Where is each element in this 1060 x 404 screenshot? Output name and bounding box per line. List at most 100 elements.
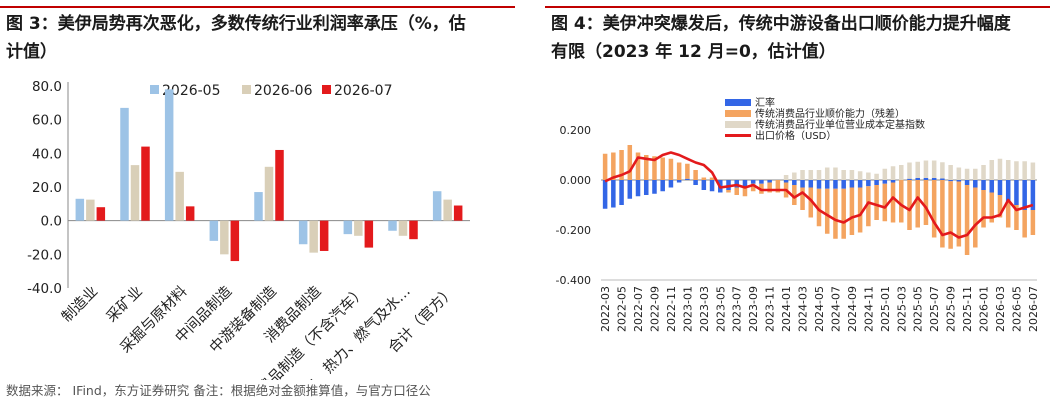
bar <box>619 150 624 180</box>
x-tick-label: 2022-03 <box>599 286 612 332</box>
bar <box>956 180 962 182</box>
legend-swatch <box>242 85 251 94</box>
bar <box>275 149 284 221</box>
x-tick-label: 2026-07 <box>1027 286 1040 332</box>
x-tick-label: 2023-07 <box>731 286 744 332</box>
bar <box>443 199 452 221</box>
bar <box>364 220 374 248</box>
x-tick-label: 2025-05 <box>912 286 925 332</box>
bar <box>833 188 838 239</box>
bar <box>981 180 986 190</box>
bar <box>602 153 608 180</box>
bar <box>230 220 240 262</box>
bar <box>857 171 863 180</box>
bar <box>923 160 929 178</box>
bar <box>964 185 970 255</box>
left-source-note: 数据来源： IFind，东方证券研究 备注：根据绝对金额推算值，与官方口径公 <box>6 383 431 398</box>
bar <box>643 180 649 195</box>
bar <box>882 168 888 180</box>
bar <box>940 180 945 248</box>
bar <box>833 180 838 189</box>
x-tick-label: 2023-11 <box>764 286 777 332</box>
bar <box>432 191 442 221</box>
bar <box>907 180 912 230</box>
x-tick-label: 2024-11 <box>862 286 875 332</box>
x-tick-label: 2026-03 <box>994 286 1007 332</box>
x-tick-label: 2026-05 <box>1010 286 1023 332</box>
bar <box>676 162 682 180</box>
bar <box>841 180 846 189</box>
bar <box>130 165 140 221</box>
category-label: 制造业 <box>58 283 101 326</box>
bar <box>940 162 945 179</box>
bar <box>1005 202 1011 228</box>
bar <box>948 165 953 180</box>
y-tick-label: 80.0 <box>32 79 62 95</box>
right-title-rule <box>545 6 1050 8</box>
bar <box>652 180 657 194</box>
y-tick-label: 0.000 <box>560 174 592 187</box>
x-tick-label: 2022-09 <box>648 286 661 332</box>
bar <box>973 168 978 180</box>
bar <box>1030 162 1036 180</box>
bar <box>750 180 756 184</box>
y-tick-label: 0.200 <box>560 124 592 137</box>
right-title-line-1: 图 4：美伊冲突爆发后，传统中游设备出口顺价能力提升幅度 <box>551 14 1011 34</box>
bar <box>409 220 418 240</box>
bar <box>668 180 674 188</box>
bar <box>989 160 995 180</box>
bar <box>948 181 953 249</box>
bar <box>209 220 219 241</box>
bar <box>254 192 263 221</box>
bar <box>298 220 308 245</box>
x-tick-label: 2022-07 <box>632 286 645 332</box>
bar <box>816 180 822 189</box>
bar <box>808 170 814 180</box>
left-figure: 图 3：美伊局势再次恶化，多数传统行业利润率承压（%，估 计值） 80.0 60.… <box>0 0 525 404</box>
bar <box>164 89 174 221</box>
bar <box>874 180 879 185</box>
x-tick-label: 2025-07 <box>928 286 941 332</box>
bar <box>890 180 896 183</box>
bar <box>997 180 1003 195</box>
bar <box>973 187 978 248</box>
bar <box>866 180 871 187</box>
bar <box>742 186 748 197</box>
x-tick-label: 2022-05 <box>616 286 629 332</box>
bar <box>800 170 805 180</box>
bar <box>816 188 822 227</box>
x-tick-label: 2025-11 <box>961 286 974 332</box>
left-title-line-2: 计值） <box>6 42 57 62</box>
bar <box>1022 180 1027 210</box>
bar <box>319 220 329 251</box>
bar <box>750 183 756 192</box>
bar <box>611 152 616 180</box>
bar <box>907 178 912 180</box>
bar <box>808 180 814 188</box>
bar <box>734 187 739 195</box>
bar <box>989 180 995 193</box>
bar <box>931 178 937 180</box>
bar <box>1022 161 1027 180</box>
bar <box>824 167 830 180</box>
y-tick-label: 60.0 <box>32 113 62 129</box>
bar <box>882 183 888 222</box>
legend-swatch <box>725 99 751 106</box>
x-tick-label: 2026-01 <box>978 286 991 332</box>
bar <box>1014 205 1019 230</box>
bar <box>1014 180 1019 205</box>
bar <box>849 180 855 188</box>
bar <box>775 180 781 193</box>
legend-swatch <box>725 121 751 128</box>
x-tick-label: 2023-09 <box>747 286 760 332</box>
bar <box>808 187 814 218</box>
bar <box>940 178 945 180</box>
bar <box>1022 210 1027 238</box>
bar <box>833 167 838 180</box>
bar <box>1005 180 1011 203</box>
bar <box>890 182 896 223</box>
bar <box>220 220 229 255</box>
bar <box>981 190 986 228</box>
bar <box>948 180 953 182</box>
x-tick-label: 2025-01 <box>879 286 892 332</box>
